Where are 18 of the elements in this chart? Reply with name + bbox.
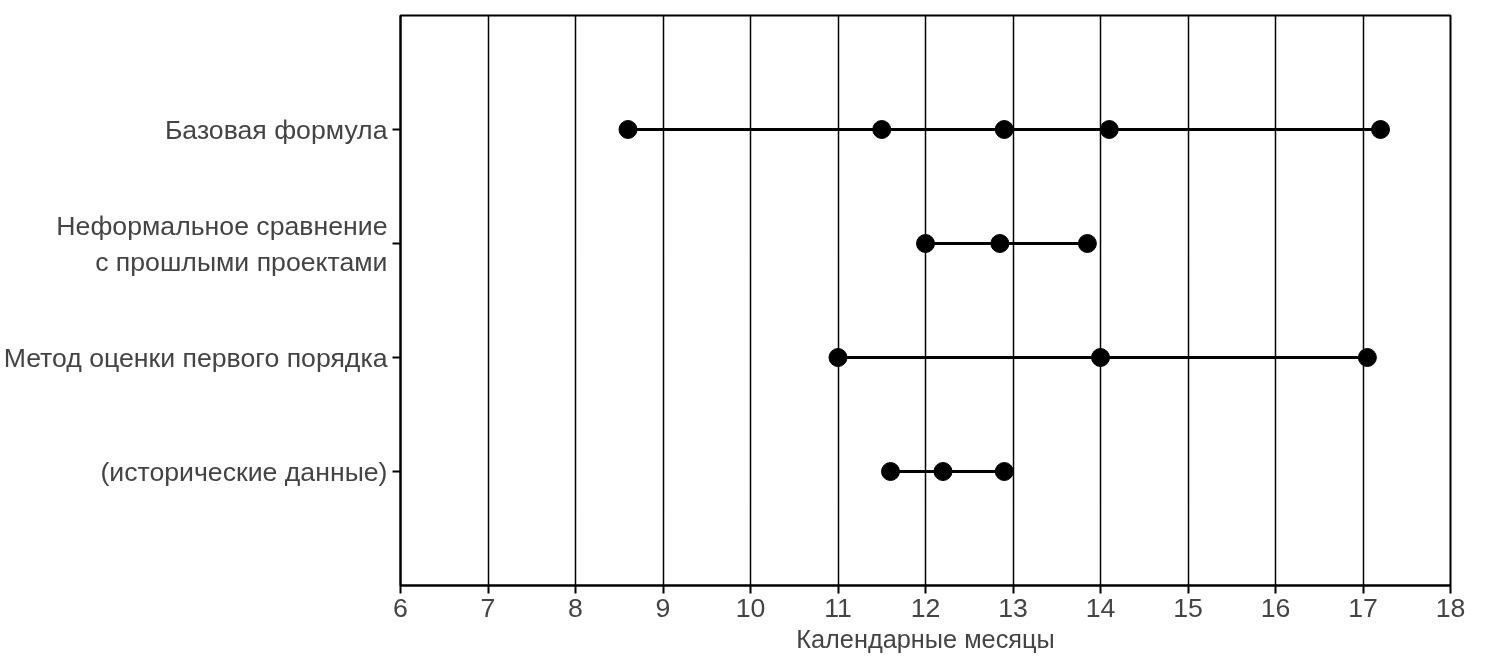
x-tick-label: 14 (1085, 592, 1116, 623)
x-tick-label: 16 (1260, 592, 1291, 623)
y-tick-label: Метод оценки первого порядка (3, 342, 388, 373)
x-tick-label: 11 (824, 592, 852, 623)
x-tick-label: 17 (1348, 592, 1378, 623)
x-tick-label: 12 (910, 592, 941, 623)
y-tick-label: Неформальное сравнение с прошлыми проектами (56, 210, 388, 277)
x-tick-label: 10 (735, 592, 766, 623)
x-tick-label: 18 (1435, 592, 1466, 623)
x-tick-label: 15 (1173, 592, 1203, 623)
x-tick-label: 7 (480, 592, 496, 623)
x-axis-title: Календарные месяцы (796, 624, 1055, 653)
x-tick-label: 6 (393, 592, 408, 623)
x-tick-label: 13 (998, 592, 1028, 623)
x-tick-label: 9 (655, 592, 671, 623)
x-tick-label: 8 (568, 592, 583, 623)
y-tick-label: Базовая формула (164, 114, 388, 145)
y-tick-label: (исторические данные) (100, 456, 388, 487)
